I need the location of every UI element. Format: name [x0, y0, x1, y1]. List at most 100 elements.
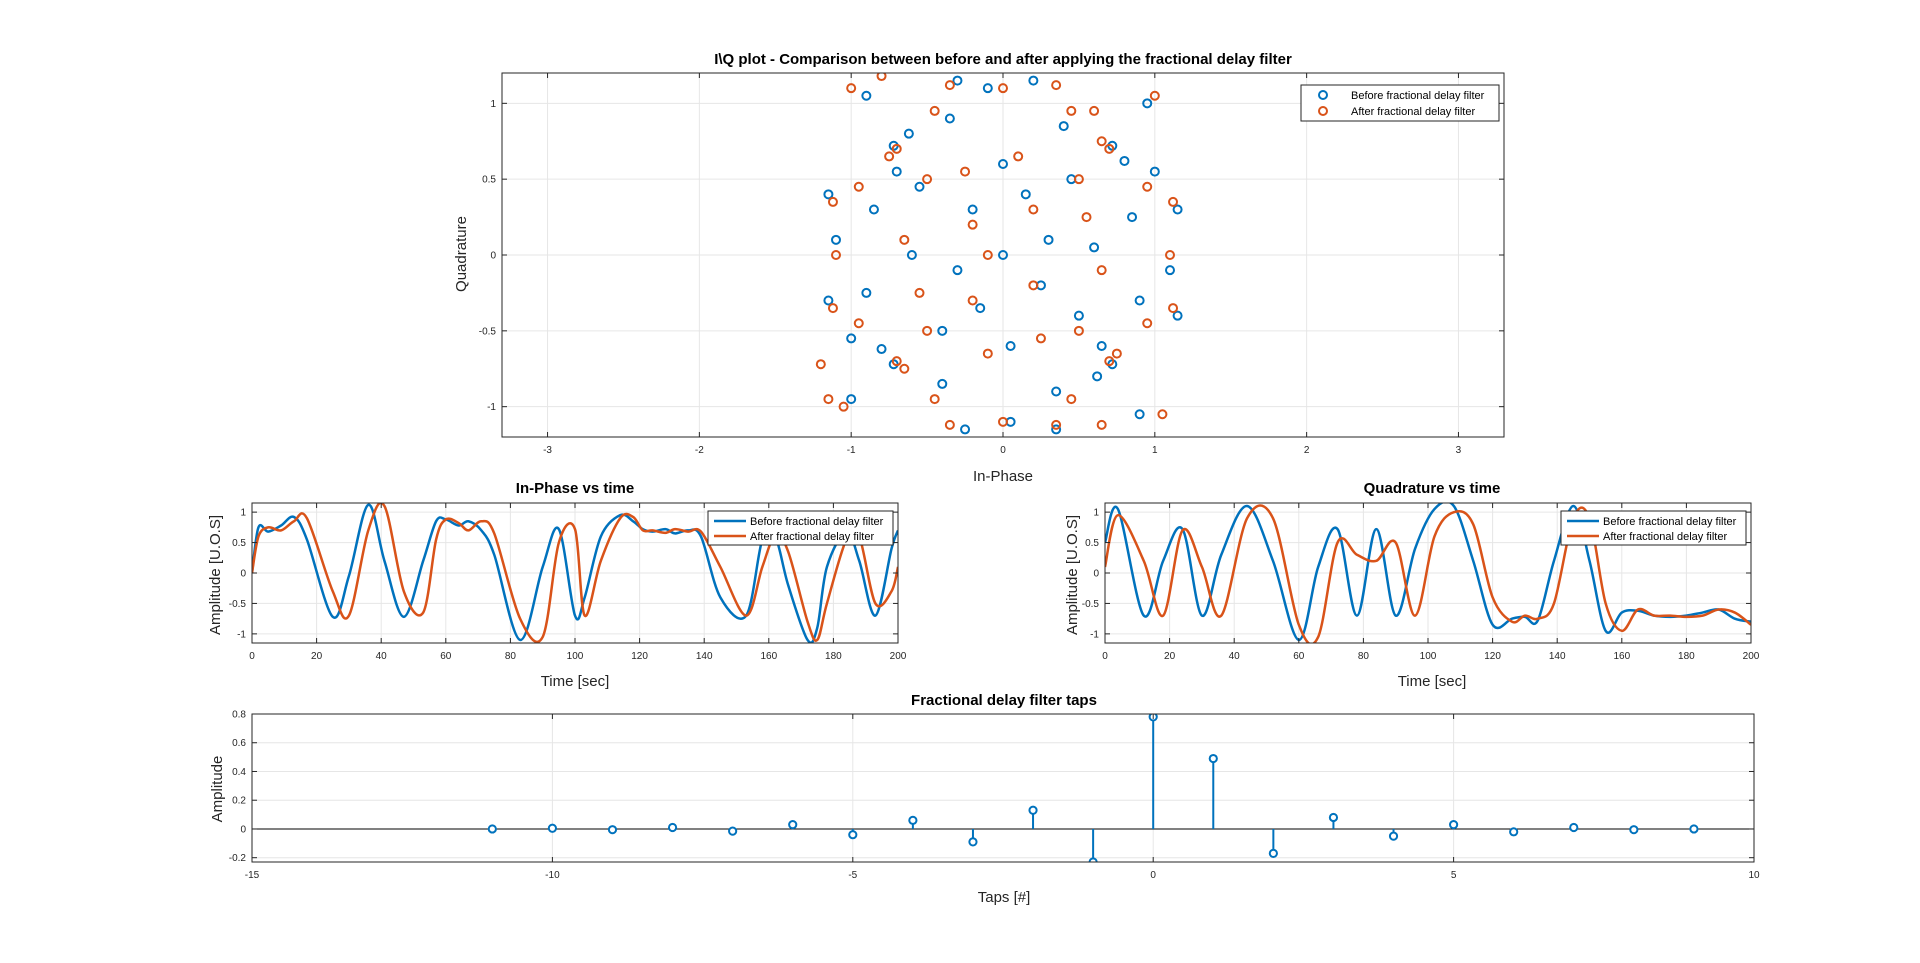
taps-stem-marker: [1509, 827, 1519, 837]
iq-point: [1134, 295, 1145, 306]
inphase-plot: In-Phase vs time Time [sec] Amplitude [U…: [207, 480, 907, 690]
taps-stem-marker: [487, 824, 497, 834]
quad-ytick-label: 0.5: [1085, 538, 1099, 549]
iq-point: [831, 250, 841, 260]
iq-point: [1096, 265, 1107, 276]
iq-point: [823, 295, 834, 306]
quad-xtick-label: 120: [1484, 651, 1501, 662]
inphase-xtick-label: 20: [311, 651, 323, 662]
quad-series-line-1: [1105, 504, 1751, 643]
iq-ytick-label: 0.5: [482, 175, 496, 186]
iq-point: [1092, 371, 1103, 382]
iq-point: [1035, 333, 1046, 344]
taps-xtick-label: 5: [1451, 870, 1457, 881]
iq-point: [960, 424, 971, 435]
taps-ytick-label: 0.8: [232, 710, 246, 721]
iq-point: [903, 128, 914, 139]
taps-stem-marker: [667, 822, 678, 833]
iq-legend-marker-0: [1318, 90, 1328, 100]
iq-legend: Before fractional delay filter After frac…: [1300, 84, 1500, 122]
iq-point: [944, 419, 955, 430]
iq-point: [891, 356, 902, 367]
taps-plot: Fractional delay filter taps Taps [#] Am…: [209, 692, 1760, 906]
iq-point: [1073, 174, 1084, 185]
iq-point: [967, 219, 978, 230]
iq-point: [846, 83, 857, 94]
quad-data: [1105, 503, 1751, 643]
taps-stem-marker: [1208, 753, 1218, 764]
iq-xtick-label: -3: [543, 445, 552, 456]
taps-axes-box: [251, 713, 1755, 863]
iq-point: [1013, 151, 1024, 162]
iq-point: [1172, 204, 1183, 215]
iq-point: [853, 181, 864, 192]
iq-xtick-label: -1: [847, 445, 856, 456]
iq-point: [982, 250, 993, 260]
iq-point: [1172, 310, 1183, 321]
iq-point: [1149, 90, 1160, 101]
taps-stem-marker: [788, 820, 798, 830]
iq-point: [1168, 196, 1179, 207]
taps-xtick-label: -10: [545, 870, 560, 881]
taps-ytick-label: 0.6: [232, 738, 246, 749]
taps-plot-title: Fractional delay filter taps: [911, 692, 1097, 709]
iq-ytick-label: -0.5: [479, 326, 497, 337]
iq-point: [929, 105, 940, 116]
iq-point: [1073, 325, 1084, 336]
inphase-legend-label-1: After fractional delay filter: [750, 531, 874, 543]
taps-stem-marker: [1268, 848, 1278, 858]
iq-point: [1157, 409, 1168, 420]
iq-point: [876, 344, 887, 355]
taps-stem-marker: [1088, 857, 1098, 862]
iq-legend-marker-1: [1318, 106, 1328, 116]
iq-point: [998, 250, 1008, 260]
taps-stem-marker: [1629, 825, 1639, 835]
taps-stem-marker: [848, 830, 858, 840]
quad-ytick-label: 1: [1093, 508, 1099, 519]
iq-series-0: [823, 75, 1183, 435]
iq-point: [861, 90, 872, 101]
iq-point: [827, 303, 838, 314]
iq-legend-label-0: Before fractional delay filter: [1351, 90, 1485, 102]
iq-point: [899, 363, 910, 374]
iq-point: [1142, 98, 1153, 109]
iq-point: [937, 325, 948, 336]
iq-point: [846, 394, 857, 405]
quad-xtick-label: 60: [1293, 651, 1305, 662]
taps-xtick-label: 10: [1748, 870, 1760, 881]
taps-stem-marker: [547, 823, 558, 833]
iq-xtick-label: 0: [1000, 445, 1006, 456]
quad-ytick-label: -0.5: [1082, 599, 1100, 610]
iq-point: [944, 80, 955, 91]
inphase-data: [252, 503, 898, 643]
iq-point: [1051, 424, 1062, 435]
iq-point: [1119, 155, 1130, 166]
taps-ytick-label: 0: [240, 824, 246, 835]
iq-point: [914, 287, 925, 298]
inphase-plot-xlabel: Time [sec]: [541, 673, 610, 690]
iq-point: [906, 250, 917, 260]
taps-xtick-label: -5: [848, 870, 857, 881]
quadrature-plot-xlabel: Time [sec]: [1398, 673, 1467, 690]
iq-point: [891, 143, 902, 154]
taps-xtick-label: 0: [1150, 870, 1156, 881]
iq-point: [998, 83, 1008, 94]
inphase-xtick-label: 160: [760, 651, 777, 662]
iq-point: [998, 416, 1008, 427]
quadrature-plot-title: Quadrature vs time: [1364, 480, 1501, 497]
taps-stem-marker: [908, 815, 918, 825]
iq-point: [1149, 166, 1160, 177]
iq-point: [1051, 80, 1062, 91]
iq-point: [1127, 212, 1138, 223]
iq-point: [884, 151, 895, 162]
iq-point: [1051, 386, 1062, 397]
quad-xtick-label: 80: [1358, 651, 1370, 662]
quad-xtick-label: 160: [1613, 651, 1630, 662]
inphase-xtick-label: 140: [696, 651, 713, 662]
taps-stem-marker: [1569, 822, 1579, 833]
iq-point: [1096, 136, 1107, 147]
iq-point: [952, 265, 963, 276]
iq-point: [1043, 234, 1054, 245]
iq-point: [937, 378, 948, 389]
